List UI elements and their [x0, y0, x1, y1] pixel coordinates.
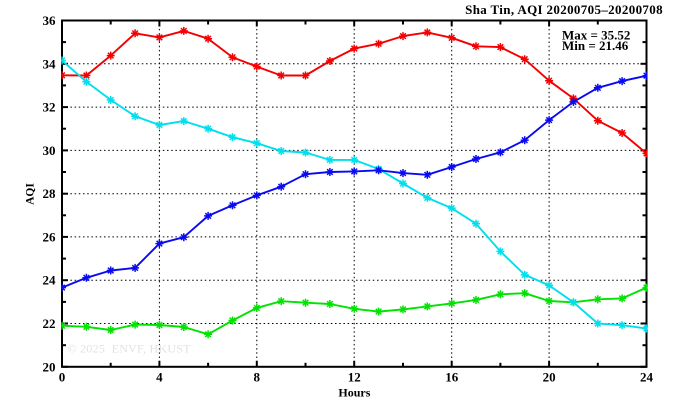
svg-text:36: 36 — [43, 13, 57, 28]
svg-text:AQI: AQI — [25, 183, 37, 205]
svg-text:12: 12 — [348, 370, 361, 385]
svg-text:16: 16 — [445, 370, 459, 385]
svg-text:28: 28 — [43, 186, 57, 201]
svg-text:30: 30 — [43, 143, 56, 158]
svg-text:20: 20 — [43, 359, 56, 374]
svg-text:32: 32 — [43, 100, 56, 115]
svg-text:22: 22 — [43, 316, 56, 331]
svg-text:Min = 21.46: Min = 21.46 — [562, 38, 629, 53]
svg-text:Sha Tin, AQI 20200705–20200708: Sha Tin, AQI 20200705–20200708 — [465, 2, 663, 17]
svg-text:4: 4 — [156, 370, 163, 385]
svg-text:24: 24 — [640, 370, 654, 385]
svg-text:© 2025 ENVF, HKUST: © 2025 ENVF, HKUST — [68, 342, 192, 356]
svg-text:Hours: Hours — [338, 386, 370, 400]
svg-text:8: 8 — [254, 370, 261, 385]
svg-text:Max = 35.52: Max = 35.52 — [562, 27, 630, 42]
svg-text:0: 0 — [59, 370, 66, 385]
svg-text:34: 34 — [43, 56, 57, 71]
svg-text:26: 26 — [43, 229, 57, 244]
svg-text:24: 24 — [43, 273, 57, 288]
svg-text:20: 20 — [543, 370, 556, 385]
